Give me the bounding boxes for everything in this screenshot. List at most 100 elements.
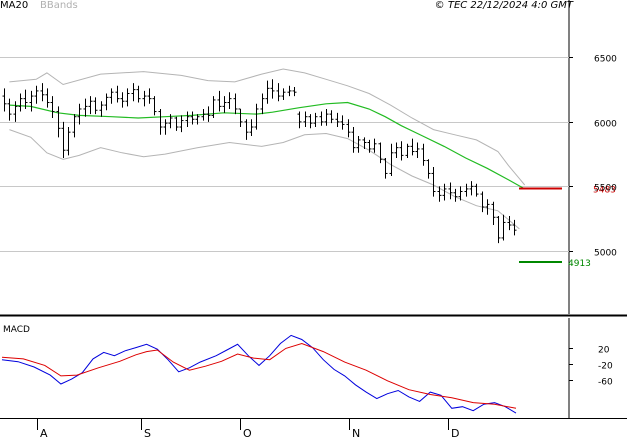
price-bar <box>507 215 512 231</box>
price-bar <box>179 115 184 133</box>
price-bar <box>115 85 120 103</box>
price-bar <box>410 138 415 156</box>
price-bar <box>496 215 501 244</box>
price-bar <box>372 138 377 153</box>
price-bar <box>356 136 361 153</box>
price-bar <box>29 90 34 112</box>
price-bar <box>152 96 157 116</box>
price-bar <box>442 183 447 201</box>
time-tick-label: A <box>40 427 48 440</box>
macd-panel-title: MACD <box>3 325 30 335</box>
time-tick-label: N <box>352 427 360 440</box>
macd-tick-label: -60 <box>598 378 613 388</box>
price-bar <box>56 106 61 138</box>
price-bar <box>464 183 469 197</box>
price-bar <box>512 219 517 236</box>
price-bar <box>72 114 77 138</box>
price-bar <box>281 88 286 100</box>
price-bar <box>34 85 39 104</box>
gridlines <box>0 57 569 252</box>
price-bar <box>93 97 98 115</box>
price-bar <box>405 143 410 158</box>
price-bar <box>458 186 463 201</box>
price-bar <box>211 96 216 118</box>
price-bar <box>346 119 351 138</box>
price-bar <box>491 201 496 226</box>
price-bar <box>227 92 232 109</box>
price-bar <box>287 85 292 97</box>
price-bar <box>276 83 281 102</box>
ma20-line <box>9 101 525 190</box>
price-bar <box>249 119 254 137</box>
price-bar <box>109 88 114 104</box>
price-bar <box>421 143 426 166</box>
price-bar <box>206 106 211 122</box>
price-bar <box>340 115 345 130</box>
price-bar <box>136 85 141 103</box>
price-bar <box>40 83 45 102</box>
ma20-series <box>9 101 525 190</box>
price-bar <box>480 191 485 213</box>
price-bar <box>222 96 227 113</box>
price-bar <box>23 89 28 109</box>
price-bar <box>83 98 88 117</box>
price-bar <box>469 181 474 196</box>
price-bar <box>324 108 329 126</box>
price-bar <box>104 93 109 111</box>
price-bar <box>185 111 190 128</box>
price-bar <box>2 88 7 112</box>
price-bar <box>233 93 238 115</box>
panel-frame <box>0 0 627 419</box>
price-bar <box>303 111 308 128</box>
price-tick-label: 5000 <box>594 249 617 259</box>
price-bar <box>260 93 265 115</box>
price-bar <box>313 112 318 128</box>
price-bar <box>7 98 12 121</box>
price-bar <box>254 103 259 130</box>
price-bar <box>399 141 404 161</box>
price-bar <box>88 96 93 115</box>
price-bar <box>120 92 125 108</box>
price-tick-label: 5500 <box>594 184 617 194</box>
legend-ma20: MA20 <box>0 0 29 11</box>
support-label: 4913 <box>568 259 591 269</box>
signal-line <box>1 342 517 409</box>
price-bar <box>448 182 453 200</box>
price-bar <box>168 114 173 129</box>
price-bar <box>158 108 163 135</box>
time-tick-label: D <box>451 427 459 440</box>
price-bar <box>415 142 420 158</box>
price-bars <box>2 79 517 244</box>
price-bar <box>125 88 130 107</box>
price-bar <box>201 108 206 121</box>
price-bar <box>131 83 136 102</box>
price-bar <box>319 111 324 126</box>
macd-line <box>1 334 517 414</box>
bband-upper <box>9 68 526 186</box>
price-bar <box>378 142 383 164</box>
price-tick-label: 6000 <box>594 120 617 130</box>
price-bar <box>335 112 340 128</box>
price-bar <box>18 93 23 112</box>
price-bar <box>163 119 168 135</box>
price-bar <box>292 87 297 97</box>
price-tick-label: 6500 <box>594 55 617 65</box>
price-bar <box>147 88 152 104</box>
price-bar <box>13 101 18 122</box>
time-tick-label: O <box>243 427 252 440</box>
price-bar <box>265 80 270 104</box>
price-bar <box>217 90 222 112</box>
price-bar <box>99 101 104 117</box>
price-bar <box>362 137 367 149</box>
price-levels: 5483 4913 <box>519 186 616 269</box>
price-bar <box>351 127 356 153</box>
price-bar <box>270 79 275 99</box>
macd-tick-label: -20 <box>598 362 613 372</box>
price-bar <box>474 183 479 197</box>
price-bar <box>394 142 399 158</box>
price-bar <box>195 114 200 125</box>
bollinger-bands <box>9 68 526 230</box>
time-tick-label: S <box>144 427 151 440</box>
price-bar <box>426 159 431 179</box>
